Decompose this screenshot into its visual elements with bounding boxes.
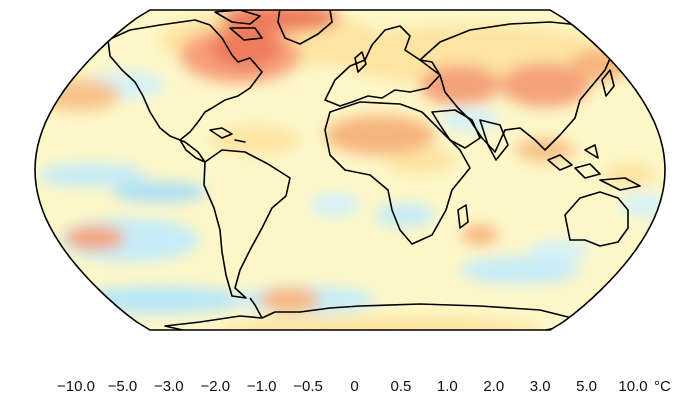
coastline-uk xyxy=(354,51,367,73)
legend-tick-label: −0.5 xyxy=(293,378,323,395)
anomaly-region xyxy=(260,288,320,312)
anomaly-region xyxy=(420,65,500,105)
coastline-arabia xyxy=(431,109,481,149)
coastline-australia xyxy=(564,191,629,247)
anomaly-region xyxy=(37,163,147,187)
anomaly-region xyxy=(375,203,435,227)
coastline-antarctic-peninsula xyxy=(249,297,263,319)
anomaly-region xyxy=(65,226,125,250)
anomaly-region xyxy=(460,256,580,284)
anomaly-region xyxy=(462,225,498,245)
anomaly-region xyxy=(112,182,208,202)
legend-tick-label: −1.0 xyxy=(246,378,277,395)
coastline-caribbean xyxy=(209,127,246,143)
coastline-africa xyxy=(324,101,471,245)
anomaly-region xyxy=(40,79,120,111)
coastline-madagascar xyxy=(457,204,469,229)
anomaly-region xyxy=(325,115,435,155)
legend: −10.0 −5.0 −3.0 −2.0 −1.0 −0.5 0 0.5 1.0 2.0 3.0 5.… xyxy=(0,350,700,400)
legend-tick-label: 0.5 xyxy=(390,378,412,395)
world-map xyxy=(34,9,666,331)
anomaly-region xyxy=(210,126,300,154)
anomaly-region xyxy=(310,193,360,217)
coastline-india xyxy=(479,119,509,161)
legend-tick-label: 1.0 xyxy=(436,378,458,395)
coastline-asia xyxy=(419,21,641,153)
coastline-greenland xyxy=(277,10,333,45)
legend-tick-label: 0 xyxy=(350,378,359,395)
legend-tick-label: 10.0 xyxy=(618,378,648,395)
anomaly-region xyxy=(210,28,280,68)
anomaly-region xyxy=(220,10,340,32)
legend-tick-label: −2.0 xyxy=(200,378,231,395)
coastlines xyxy=(107,10,661,330)
coastline-europe xyxy=(324,25,441,107)
coastline-antarctica xyxy=(164,303,581,330)
globe-outline xyxy=(34,9,666,331)
legend-tick-label: 5.0 xyxy=(576,378,598,395)
legend-unit-label: °C xyxy=(654,378,671,395)
coastline-japan xyxy=(601,69,615,97)
legend-tick-label: −10.0 xyxy=(57,378,95,395)
coastline-new-zealand xyxy=(639,241,661,273)
legend-tick-label: −5.0 xyxy=(107,378,138,395)
coastline-se-asia xyxy=(547,144,641,191)
legend-tick-label: 3.0 xyxy=(529,378,551,395)
anomaly-region xyxy=(220,316,540,330)
legend-tick-label: 2.0 xyxy=(483,378,505,395)
coastline-north-america xyxy=(107,19,263,163)
anomaly-region xyxy=(605,163,655,187)
anomaly-region xyxy=(500,63,590,107)
legend-tick-label: −3.0 xyxy=(154,378,184,395)
anomaly-region xyxy=(530,240,590,260)
coastline-south-america xyxy=(203,149,291,299)
